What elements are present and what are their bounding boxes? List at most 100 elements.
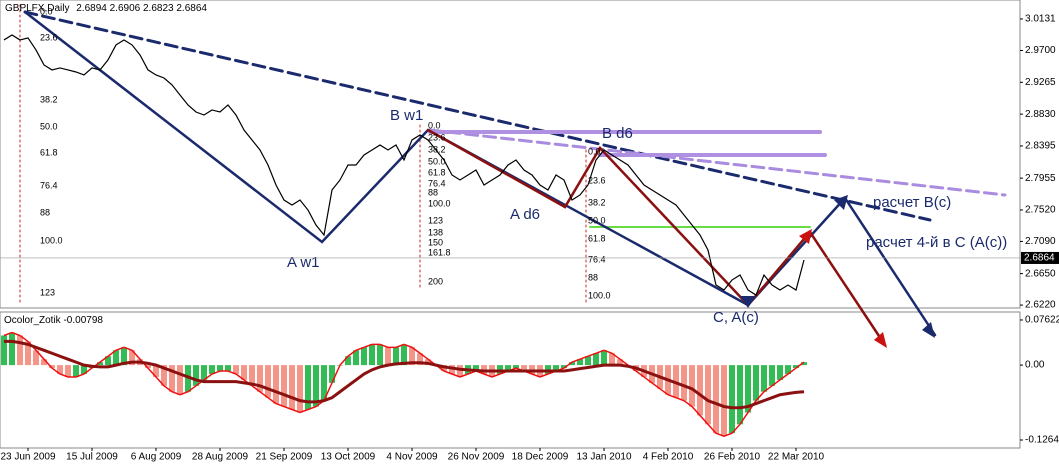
wave-label: C, A(c)	[713, 309, 759, 326]
histogram-bar	[257, 365, 263, 392]
y-tick-label: 2.8395	[1025, 141, 1056, 152]
arrow-head	[874, 332, 887, 348]
x-tick-label: 21 Sep 2009	[256, 452, 313, 463]
histogram-bar	[377, 344, 383, 366]
header-value: 2.6894	[76, 3, 107, 14]
histogram-bar	[569, 362, 575, 366]
y-tick-label: 3.0131	[1025, 14, 1056, 25]
last-price-box	[1021, 251, 1059, 264]
histogram-bar	[401, 344, 407, 366]
y-tick-label: 2.7090	[1025, 236, 1056, 247]
fib-level-label: 61.8	[588, 233, 606, 243]
oscillator-header: Ocolor_Zotik -0.00798	[4, 315, 103, 326]
histogram-bar	[1, 335, 7, 366]
histogram-bar	[553, 365, 559, 372]
wave-label: расчет 4-й в С (A(c))	[866, 234, 1007, 251]
fib-level-label: 88	[588, 272, 598, 282]
x-tick-label: 28 Aug 2009	[192, 452, 249, 463]
x-tick-label: 4 Feb 2010	[643, 452, 694, 463]
price-pane	[0, 0, 1021, 309]
histogram-bar	[113, 350, 119, 366]
histogram-bar	[201, 365, 207, 380]
fib-level-label: 23.6	[428, 132, 446, 142]
histogram-bar	[457, 365, 463, 377]
fib-level-label: 50.0	[588, 215, 606, 225]
histogram-bar	[161, 365, 167, 386]
histogram-bar	[193, 365, 199, 386]
x-tick-label: 13 Jan 2010	[576, 452, 631, 463]
wave-label: A d6	[510, 206, 540, 223]
y-tick-label: 2.7520	[1025, 205, 1056, 216]
fib-level-label: 0.0	[588, 146, 601, 156]
histogram-bar	[233, 365, 239, 374]
histogram-bar	[617, 359, 623, 366]
histogram-bar	[785, 365, 791, 374]
fib-level-label: 76.4	[428, 178, 446, 188]
x-tick-label: 18 Dec 2009	[512, 452, 569, 463]
signal-line	[4, 339, 805, 410]
x-tick-label: 6 Aug 2009	[131, 452, 182, 463]
y-tick-label: 0.00	[1025, 360, 1045, 371]
fib-level-label: 200	[428, 276, 443, 286]
fib-level-label: 88	[428, 187, 438, 197]
histogram-bar	[209, 365, 215, 374]
histogram-bar	[57, 365, 63, 374]
histogram-bar	[177, 365, 183, 395]
y-tick-label: 2.6650	[1025, 268, 1056, 279]
histogram-bar	[313, 365, 319, 407]
histogram-bar	[73, 365, 79, 377]
fib-level-label: 76.4	[40, 180, 58, 190]
histogram-bar	[105, 356, 111, 366]
histogram-bar	[169, 365, 175, 392]
oscillator-pane	[0, 311, 1021, 449]
fib-level-label: 0.0	[428, 120, 441, 130]
histogram-bar	[33, 350, 39, 366]
histogram-bar	[321, 365, 327, 401]
chart-header: GBPLFX,Daily 2.6894 2.6906 2.6823 2.6864	[5, 3, 207, 14]
histogram-bar	[353, 350, 359, 366]
histogram-bar	[345, 356, 351, 366]
histogram-bar	[561, 365, 567, 369]
projection-arrow	[843, 196, 937, 337]
histogram-bar	[25, 341, 31, 366]
histogram-bar	[17, 335, 23, 366]
header-value: -0.00798	[63, 315, 103, 326]
histogram-bar	[297, 365, 303, 413]
fib-level-label: 123	[40, 287, 55, 297]
histogram-bar	[745, 365, 751, 413]
fib-level-label: 100.0	[40, 235, 63, 245]
trend-line	[428, 128, 1007, 197]
histogram-bar	[65, 365, 71, 377]
fib-level-label: 38.2	[588, 197, 606, 207]
histogram-bar	[417, 353, 423, 366]
histogram-bar	[753, 365, 759, 401]
fib-level-label: 0.0	[40, 6, 53, 16]
fib-level-label: 61.8	[428, 167, 446, 177]
wave-drawing	[19, 4, 1007, 348]
y-tick-label: 0.07622	[1025, 315, 1059, 326]
y-tick-label: 2.8830	[1025, 109, 1056, 120]
histogram-bar	[705, 365, 711, 425]
histogram-bar	[713, 365, 719, 434]
histogram-bar	[793, 365, 799, 369]
histogram-bar	[689, 365, 695, 407]
histogram-bar	[241, 365, 247, 380]
histogram-bar	[273, 365, 279, 404]
y-tick-label: 2.9700	[1025, 45, 1056, 56]
fib-level-label: 123	[428, 215, 443, 225]
arrow-head	[740, 296, 756, 308]
histogram-bar	[97, 362, 103, 366]
histogram-bar	[409, 347, 415, 366]
histogram-bar	[249, 365, 255, 386]
histogram-bar	[305, 365, 311, 410]
histogram-bar	[41, 359, 47, 366]
chart-title: GBPLFX,Daily	[5, 3, 69, 14]
histogram-bar	[329, 365, 335, 383]
histogram-bar	[225, 365, 231, 372]
fib-level-label: 23.6	[40, 32, 58, 42]
wave-label: B w1	[390, 107, 423, 124]
histogram-bar	[601, 350, 607, 366]
header-value: 2.6823	[143, 3, 174, 14]
histogram-bar	[505, 365, 511, 372]
